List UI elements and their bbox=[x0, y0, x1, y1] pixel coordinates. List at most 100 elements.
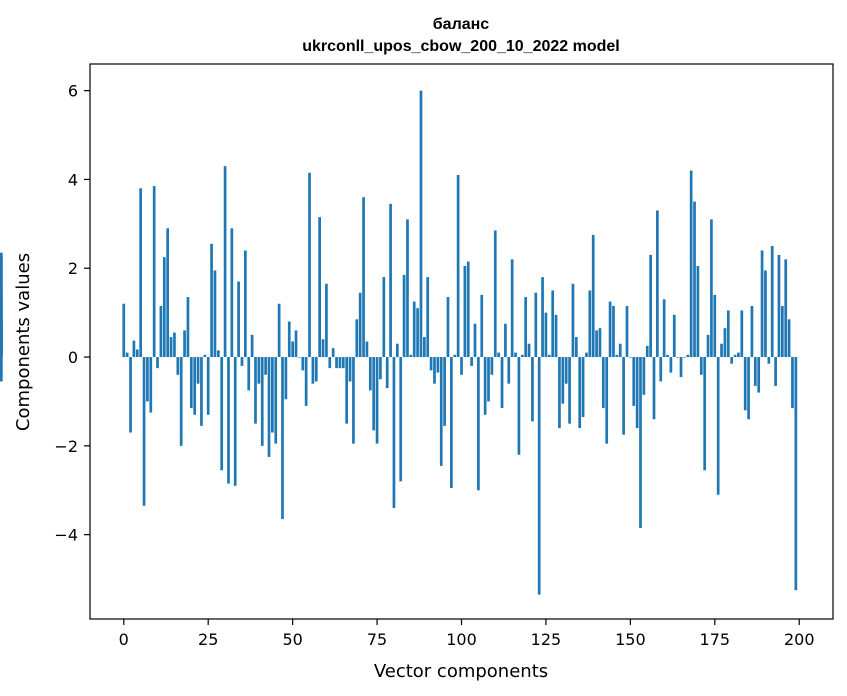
y-tick-label: 2 bbox=[68, 259, 78, 278]
bar bbox=[517, 357, 521, 455]
bar bbox=[325, 283, 328, 358]
bar bbox=[456, 175, 460, 358]
bar bbox=[345, 357, 349, 424]
bar bbox=[416, 308, 419, 358]
bar bbox=[233, 357, 237, 486]
bar bbox=[446, 297, 450, 358]
bar bbox=[784, 259, 788, 358]
bar bbox=[699, 357, 703, 375]
bar bbox=[287, 321, 291, 358]
bar bbox=[571, 283, 575, 358]
bar bbox=[146, 357, 149, 402]
bar bbox=[605, 357, 609, 444]
bar bbox=[726, 310, 730, 358]
bar bbox=[656, 210, 659, 358]
bar bbox=[622, 357, 625, 435]
bar bbox=[743, 357, 747, 411]
bar bbox=[541, 277, 544, 358]
bar bbox=[308, 172, 311, 358]
bar bbox=[267, 357, 271, 457]
bar bbox=[264, 357, 267, 375]
bar bbox=[274, 357, 278, 444]
bar bbox=[281, 357, 284, 520]
bar bbox=[318, 217, 321, 358]
bar bbox=[608, 301, 612, 358]
bar bbox=[439, 357, 443, 466]
bar bbox=[355, 319, 359, 358]
bar bbox=[419, 90, 423, 358]
bar bbox=[777, 254, 781, 358]
bar bbox=[423, 337, 426, 358]
bar bbox=[537, 357, 541, 595]
bar bbox=[787, 319, 791, 358]
bar bbox=[760, 250, 764, 358]
bar bbox=[679, 357, 683, 378]
bar bbox=[301, 357, 305, 371]
bar bbox=[385, 357, 389, 389]
bar bbox=[311, 357, 315, 384]
bar bbox=[662, 299, 666, 358]
bar bbox=[510, 259, 514, 358]
bar bbox=[409, 354, 413, 358]
y-tick-label: 0 bbox=[68, 348, 78, 367]
x-tick-label: 200 bbox=[784, 630, 815, 649]
bar bbox=[436, 357, 440, 373]
bar bbox=[331, 348, 335, 358]
chart-title-line-2: ukrconll_upos_cbow_200_10_2022 model bbox=[302, 38, 619, 55]
bar bbox=[291, 341, 294, 358]
bar bbox=[173, 332, 176, 358]
bar bbox=[122, 303, 126, 358]
bar bbox=[574, 337, 578, 358]
bar bbox=[470, 357, 473, 366]
bar bbox=[487, 357, 490, 402]
bar bbox=[294, 330, 298, 358]
bar bbox=[547, 354, 551, 358]
bar bbox=[720, 343, 723, 358]
bar bbox=[375, 357, 379, 444]
bar bbox=[220, 357, 224, 471]
bar bbox=[260, 357, 264, 446]
bar bbox=[794, 357, 798, 591]
bar bbox=[531, 357, 534, 422]
bar bbox=[149, 357, 153, 413]
bar bbox=[527, 343, 531, 358]
bar bbox=[365, 341, 369, 358]
x-tick-label: 125 bbox=[531, 630, 562, 649]
bar bbox=[504, 323, 507, 358]
bar bbox=[335, 357, 338, 369]
bar bbox=[328, 357, 332, 369]
bar bbox=[162, 257, 166, 358]
bar bbox=[196, 357, 200, 384]
bar bbox=[520, 354, 524, 358]
bar bbox=[733, 354, 737, 358]
bar bbox=[716, 357, 720, 495]
bar bbox=[237, 281, 240, 358]
bar bbox=[159, 305, 163, 358]
bar bbox=[230, 228, 234, 358]
y-tick-label: −2 bbox=[54, 437, 78, 456]
bar bbox=[791, 357, 794, 409]
bar bbox=[612, 305, 615, 358]
bar bbox=[254, 357, 257, 424]
bar bbox=[514, 352, 517, 358]
bar bbox=[189, 357, 193, 409]
bar bbox=[652, 357, 656, 420]
bar bbox=[284, 357, 288, 400]
bar bbox=[676, 357, 679, 358]
bar bbox=[314, 357, 318, 382]
bar bbox=[203, 354, 207, 358]
bar bbox=[780, 305, 784, 358]
bar bbox=[0, 357, 3, 382]
bar bbox=[770, 246, 774, 358]
bar bbox=[585, 352, 588, 358]
bar bbox=[372, 357, 376, 431]
x-tick-label: 0 bbox=[119, 630, 129, 649]
bar bbox=[740, 310, 744, 358]
y-tick-label: 6 bbox=[68, 82, 78, 101]
bar bbox=[402, 274, 406, 358]
bar bbox=[244, 250, 247, 358]
bar bbox=[561, 357, 565, 404]
bar bbox=[240, 357, 244, 366]
bar bbox=[639, 357, 642, 528]
